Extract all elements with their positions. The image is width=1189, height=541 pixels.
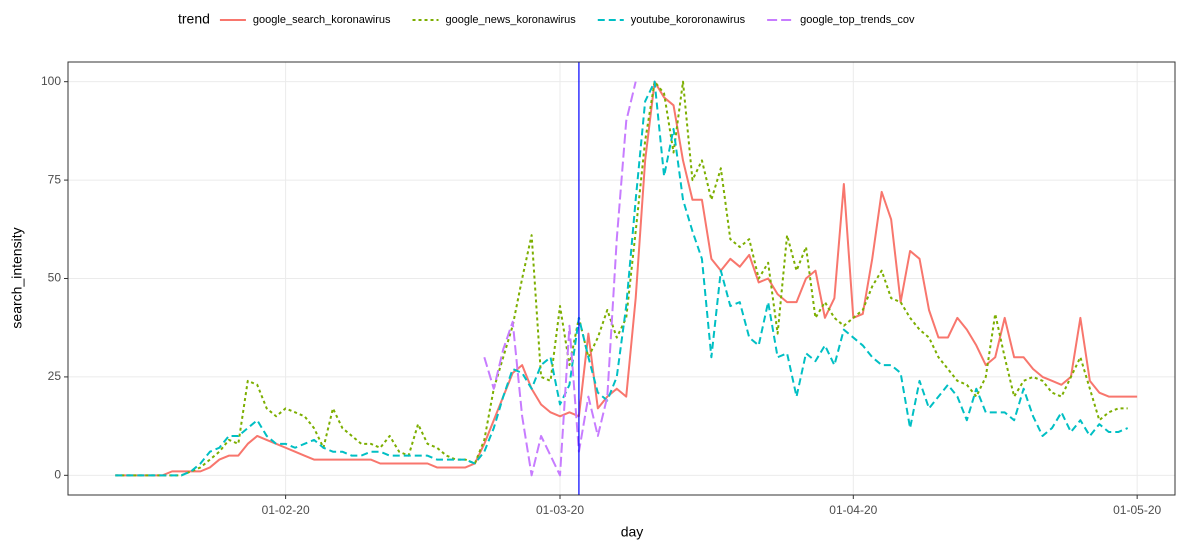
line-series xyxy=(483,81,637,477)
line-series xyxy=(115,80,1138,477)
y-tick-label: 100 xyxy=(41,74,61,88)
x-tick-label: 01-05-20 xyxy=(1113,503,1161,517)
panel-border xyxy=(67,61,1176,496)
y-tick-label: 0 xyxy=(54,467,61,481)
grid xyxy=(68,62,1175,495)
legend-label: google_top_trends_cov xyxy=(800,14,915,26)
x-tick-label: 01-03-20 xyxy=(536,503,584,517)
x-tick-label: 01-02-20 xyxy=(262,503,310,517)
legend: trend google_search_koronawirus google_ne… xyxy=(178,11,915,27)
line-series xyxy=(115,80,1129,477)
legend-label: google_news_koronawirus xyxy=(446,14,577,26)
legend-label: youtube_kororonawirus xyxy=(631,14,746,26)
legend-label: google_search_koronawirus xyxy=(253,14,391,26)
x-tick-label: 01-04-20 xyxy=(829,503,877,517)
legend-title: trend xyxy=(178,11,210,27)
y-tick-label: 75 xyxy=(48,172,62,186)
x-axis-title: day xyxy=(621,524,644,540)
line-series xyxy=(115,80,1128,477)
y-tick-label: 25 xyxy=(48,369,62,383)
y-axis-title: search_intensity xyxy=(9,227,25,328)
y-tick-label: 50 xyxy=(48,271,62,285)
